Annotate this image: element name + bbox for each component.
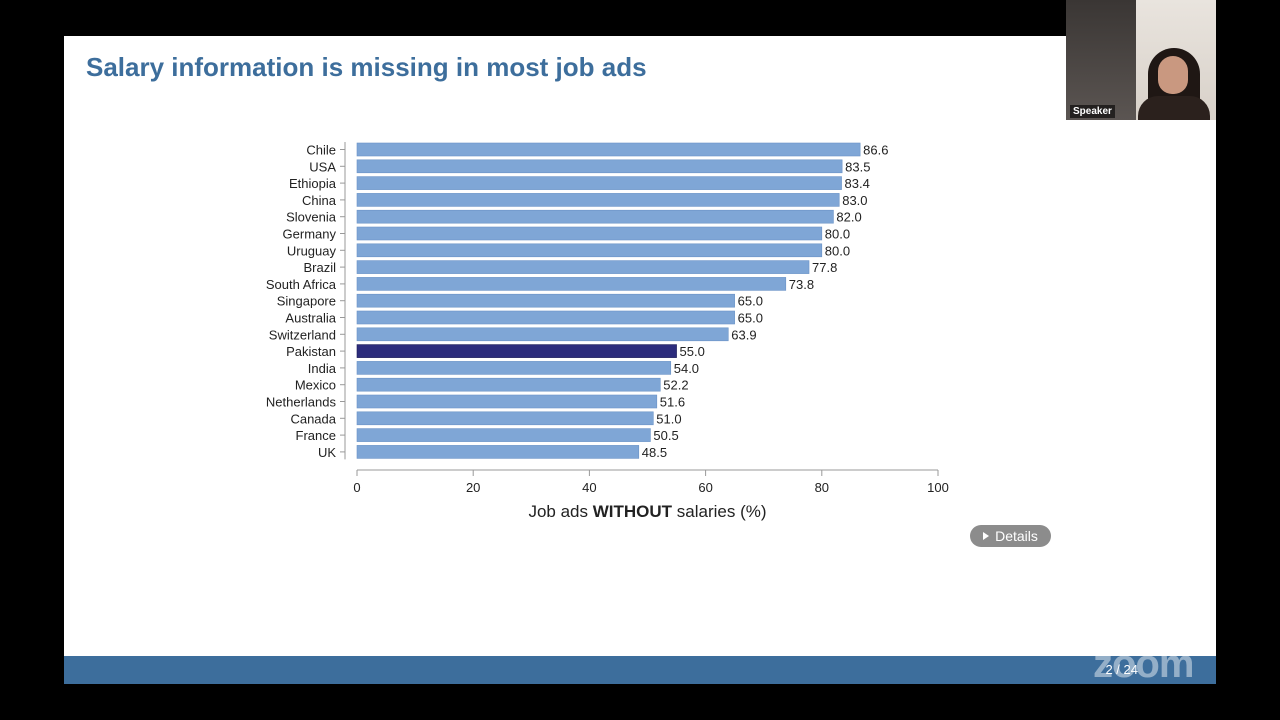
- x-tick-label: 60: [698, 480, 712, 495]
- category-label: Pakistan: [286, 344, 336, 359]
- slide-title: Salary information is missing in most jo…: [86, 52, 647, 82]
- bar-uruguay: [356, 243, 823, 258]
- category-label: South Africa: [266, 277, 337, 292]
- bar-canada: [356, 411, 654, 426]
- x-axis-title: Job ads WITHOUT salaries (%): [528, 502, 766, 521]
- value-label: 83.4: [845, 176, 870, 191]
- x-tick-label: 0: [353, 480, 360, 495]
- x-tick-label: 100: [927, 480, 949, 495]
- speaker-figure-face: [1158, 56, 1188, 94]
- bar-brazil: [356, 260, 810, 274]
- bar-chile: [356, 142, 861, 157]
- value-label: 86.6: [863, 143, 888, 158]
- x-tick-label: 20: [466, 480, 480, 495]
- value-label: 48.5: [642, 445, 667, 460]
- bar-switzerland: [356, 327, 729, 342]
- value-label: 73.8: [789, 277, 814, 292]
- category-label: USA: [309, 159, 336, 174]
- category-label: Australia: [285, 311, 336, 326]
- category-label: Switzerland: [269, 327, 336, 342]
- value-label: 80.0: [825, 227, 850, 242]
- bar-singapore: [356, 293, 735, 308]
- category-label: Germany: [283, 227, 337, 242]
- category-label: Ethiopia: [289, 176, 337, 191]
- bar-netherlands: [356, 394, 658, 409]
- category-label: Uruguay: [287, 243, 337, 258]
- value-label: 65.0: [738, 294, 763, 309]
- speaker-name-label: Speaker: [1070, 105, 1115, 118]
- value-label: 50.5: [653, 428, 678, 443]
- value-label: 77.8: [812, 260, 837, 275]
- bar-pakistan: [356, 344, 677, 358]
- bar-mexico: [356, 377, 661, 392]
- bar-india: [356, 361, 672, 375]
- x-tick-label: 80: [815, 480, 829, 495]
- category-label: Mexico: [295, 378, 336, 393]
- bar-usa: [356, 159, 843, 174]
- speaker-video-tile[interactable]: Speaker: [1066, 0, 1216, 120]
- value-label: 51.6: [660, 395, 685, 410]
- zoom-watermark-logo: zoom: [1093, 642, 1194, 686]
- value-label: 80.0: [825, 243, 850, 258]
- details-button[interactable]: Details: [970, 525, 1051, 547]
- speaker-figure-body: [1138, 96, 1210, 120]
- value-label: 82.0: [836, 210, 861, 225]
- bar-france: [356, 428, 651, 442]
- bar-south-africa: [356, 277, 787, 291]
- value-label: 51.0: [656, 411, 681, 426]
- value-label: 52.2: [663, 378, 688, 393]
- category-label: UK: [318, 445, 336, 460]
- bar-germany: [356, 226, 823, 241]
- play-triangle-icon: [983, 532, 990, 540]
- slide-footer-band: 2 / 24: [64, 656, 1216, 684]
- bar-australia: [356, 310, 735, 325]
- slide-page-number: 2 / 24: [1105, 662, 1138, 677]
- value-label: 83.0: [842, 193, 867, 208]
- value-label: 83.5: [845, 159, 870, 174]
- category-label: China: [302, 193, 337, 208]
- category-label: Netherlands: [266, 395, 337, 410]
- value-label: 63.9: [731, 327, 756, 342]
- category-label: India: [308, 361, 337, 376]
- bar-ethiopia: [356, 176, 842, 190]
- value-label: 65.0: [738, 311, 763, 326]
- bar-uk: [356, 445, 640, 459]
- category-label: Slovenia: [286, 210, 337, 225]
- category-label: France: [296, 428, 336, 443]
- category-label: Singapore: [277, 294, 336, 309]
- x-tick-label: 40: [582, 480, 596, 495]
- bar-china: [356, 193, 840, 207]
- video-background: [1066, 0, 1136, 120]
- value-label: 55.0: [680, 344, 705, 359]
- category-label: Brazil: [303, 260, 336, 275]
- category-label: Canada: [290, 411, 336, 426]
- details-button-label: Details: [995, 528, 1038, 544]
- presentation-slide: Salary information is missing in most jo…: [64, 36, 1216, 684]
- value-label: 54.0: [674, 361, 699, 376]
- category-label: Chile: [306, 143, 336, 158]
- bar-slovenia: [356, 209, 834, 224]
- bar-chart: Chile 86.6 USA 83.5 Ethiopia 83.4 China 83.0 Slo…: [266, 142, 949, 521]
